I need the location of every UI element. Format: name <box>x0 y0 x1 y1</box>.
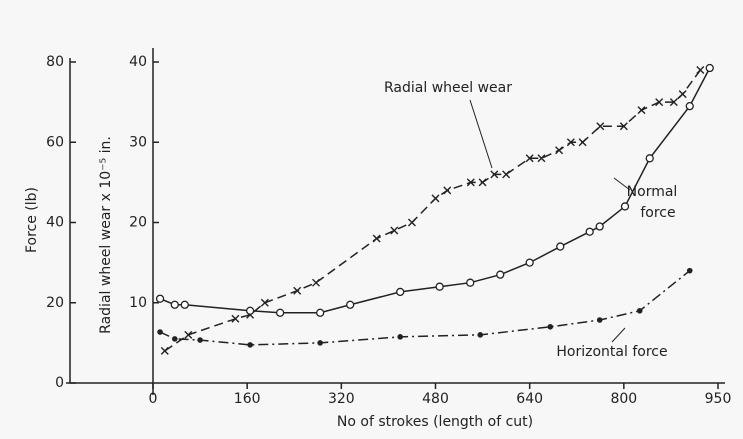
point <box>586 228 593 235</box>
point <box>397 288 404 295</box>
annotation: Radial wheel wear <box>384 80 512 96</box>
point <box>637 308 643 314</box>
annotation: Normal <box>627 184 678 200</box>
point <box>197 337 203 343</box>
x-tick-label: 160 <box>234 391 261 407</box>
point <box>646 155 653 162</box>
point <box>596 223 603 230</box>
point <box>686 103 693 110</box>
point <box>277 309 284 316</box>
annotation: force <box>640 205 675 221</box>
annotation: Horizontal force <box>556 344 667 360</box>
x-tick-label: 480 <box>422 391 449 407</box>
x-tick-label: 640 <box>516 391 543 407</box>
point <box>247 307 254 314</box>
point <box>157 295 164 302</box>
y-tick-label: 60 <box>46 134 64 150</box>
point <box>181 301 188 308</box>
point <box>317 309 324 316</box>
y-tick-label: 80 <box>46 54 64 70</box>
y2-tick-label: 20 <box>129 215 147 231</box>
point <box>317 340 323 346</box>
point <box>436 283 443 290</box>
point <box>397 334 403 340</box>
y-tick-label: 0 <box>55 375 64 391</box>
y2-axis-label: Radial wheel wear x 10⁻⁵ in. <box>98 136 114 334</box>
point <box>347 301 354 308</box>
point <box>622 203 629 210</box>
x-tick-label: 800 <box>610 391 637 407</box>
point <box>171 301 178 308</box>
point <box>547 324 553 330</box>
point <box>706 65 713 72</box>
point <box>477 332 483 338</box>
point <box>597 317 603 323</box>
point <box>526 259 533 266</box>
y2-tick-label: 30 <box>129 134 147 150</box>
point <box>157 329 163 335</box>
point <box>172 336 178 342</box>
point <box>247 342 253 348</box>
point <box>687 268 693 274</box>
x-tick-label: 320 <box>328 391 355 407</box>
point <box>467 279 474 286</box>
y-tick-label: 20 <box>46 295 64 311</box>
y-tick-label: 40 <box>46 215 64 231</box>
point <box>557 243 564 250</box>
y-axis-label: Force (lb) <box>24 187 40 253</box>
x-tick-label: 950 <box>705 391 732 407</box>
x-tick-label: 0 <box>149 391 158 407</box>
y2-tick-label: 10 <box>129 295 147 311</box>
chart: Force (lb) Radial wheel wear x 10⁻⁵ in. … <box>0 0 743 439</box>
x-axis-label: No of strokes (length of cut) <box>337 414 533 430</box>
y2-tick-label: 40 <box>129 54 147 70</box>
point <box>497 271 504 278</box>
